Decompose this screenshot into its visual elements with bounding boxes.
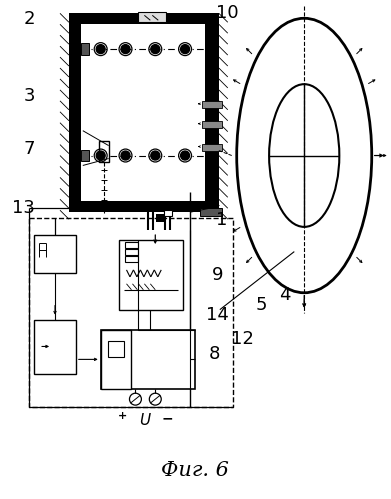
Text: 3: 3 xyxy=(23,87,35,105)
Circle shape xyxy=(121,151,130,160)
Bar xyxy=(205,13,219,212)
Bar xyxy=(69,13,81,212)
Circle shape xyxy=(181,151,190,160)
Bar xyxy=(202,144,222,151)
Bar xyxy=(69,201,218,212)
Bar xyxy=(118,240,183,310)
Bar xyxy=(81,150,89,162)
Circle shape xyxy=(114,347,118,351)
Circle shape xyxy=(148,342,152,346)
Text: 8: 8 xyxy=(209,345,221,363)
Text: 13: 13 xyxy=(12,199,35,217)
Bar xyxy=(108,341,124,357)
Circle shape xyxy=(96,44,105,53)
Circle shape xyxy=(151,44,160,53)
Bar xyxy=(124,242,138,248)
Bar xyxy=(138,12,166,22)
Text: −: − xyxy=(161,411,173,425)
Text: 5: 5 xyxy=(256,296,267,314)
Bar xyxy=(200,208,222,216)
Text: Фиг. 6: Фиг. 6 xyxy=(161,461,229,480)
Text: 14: 14 xyxy=(206,305,229,324)
Text: 2: 2 xyxy=(23,10,35,28)
Bar xyxy=(202,121,222,128)
Bar xyxy=(81,43,89,55)
Text: 7: 7 xyxy=(23,140,35,158)
Bar xyxy=(99,141,109,163)
Circle shape xyxy=(181,44,190,53)
Text: U: U xyxy=(139,413,150,428)
Bar xyxy=(69,13,218,24)
Bar xyxy=(202,101,222,108)
Bar xyxy=(156,214,166,222)
Bar xyxy=(124,249,138,255)
Bar xyxy=(164,210,172,216)
Text: 12: 12 xyxy=(231,330,254,348)
Circle shape xyxy=(168,342,172,346)
Text: 4: 4 xyxy=(279,286,290,304)
Text: 10: 10 xyxy=(217,4,239,22)
Circle shape xyxy=(151,151,160,160)
Bar xyxy=(124,256,138,262)
Bar xyxy=(100,329,131,389)
Bar xyxy=(100,329,195,389)
Circle shape xyxy=(121,44,130,53)
Text: 1: 1 xyxy=(216,211,228,229)
Text: 9: 9 xyxy=(212,266,224,284)
Bar xyxy=(34,235,76,273)
Bar xyxy=(29,218,233,407)
Circle shape xyxy=(96,151,105,160)
Text: +: + xyxy=(118,411,127,421)
Bar xyxy=(34,319,76,374)
